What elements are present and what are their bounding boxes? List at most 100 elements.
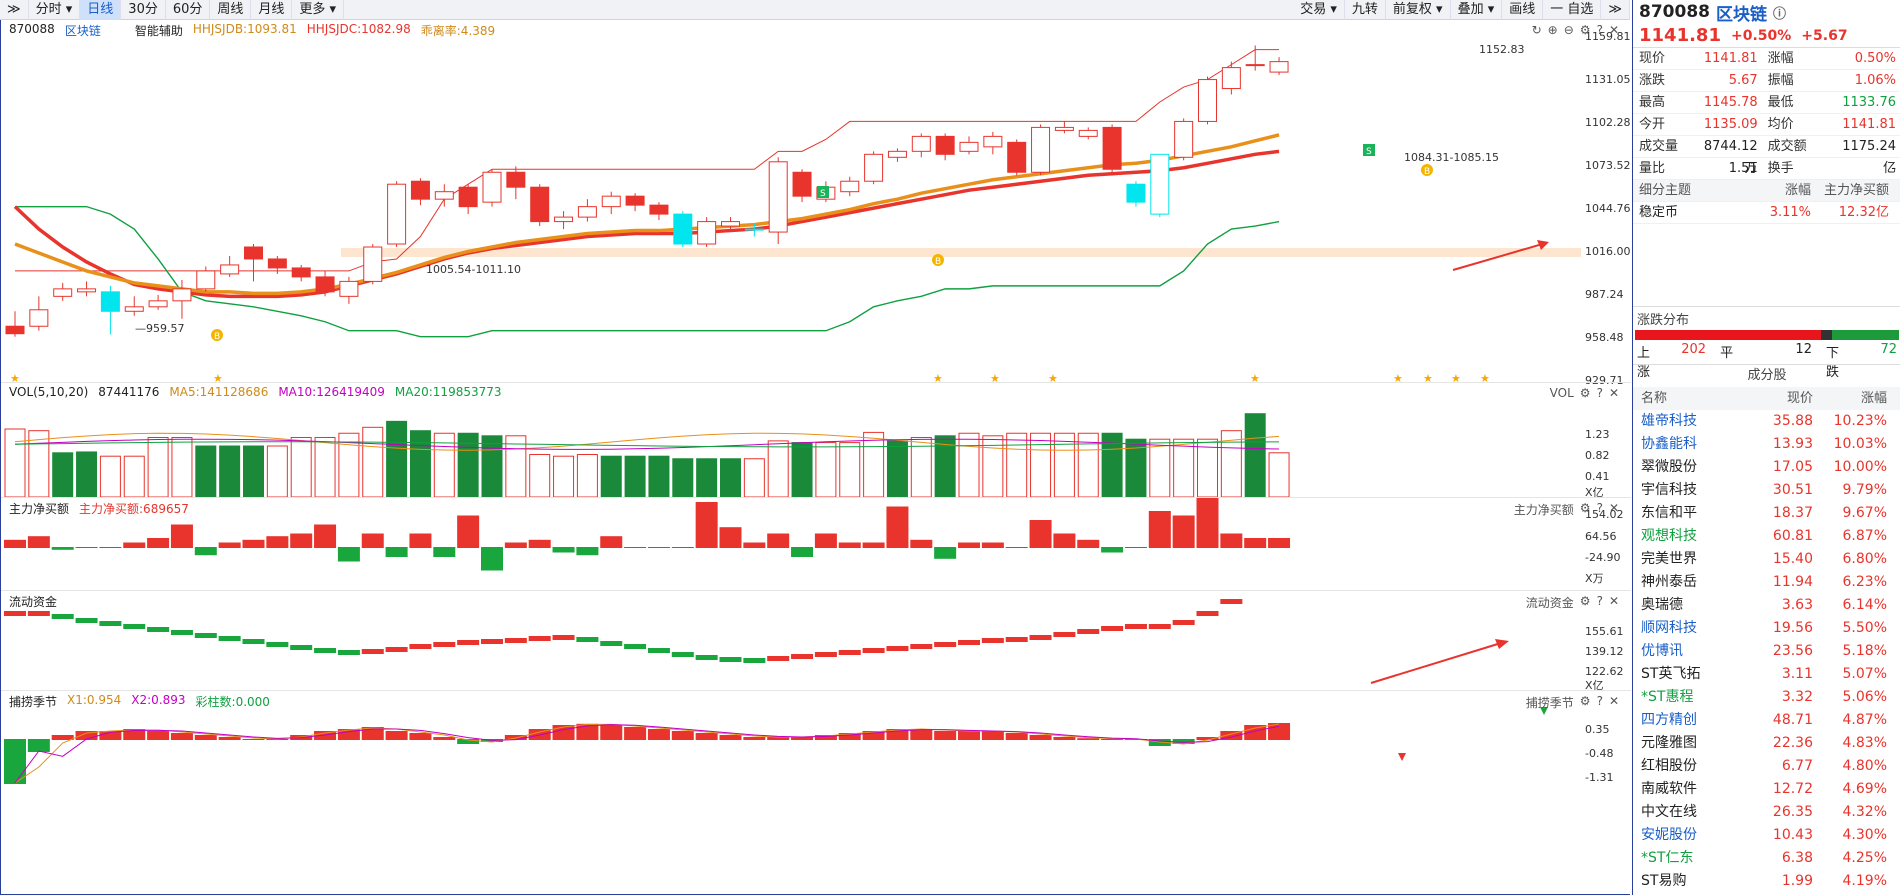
cons-row[interactable]: 协鑫能科 13.93 10.03% xyxy=(1633,433,1900,456)
cons-row[interactable]: ST易购 1.99 4.19% xyxy=(1633,870,1900,893)
candle-body[interactable] xyxy=(196,270,216,290)
tab-more[interactable]: 更多 ▾ xyxy=(292,0,345,20)
candle-body[interactable] xyxy=(625,195,645,206)
zoom-in-icon[interactable]: ⊕ xyxy=(1547,23,1558,37)
candle-body[interactable] xyxy=(77,288,97,293)
cons-row[interactable]: 东信和平 18.37 9.67% xyxy=(1633,502,1900,525)
candle-body[interactable] xyxy=(434,191,454,200)
candle-body[interactable] xyxy=(53,288,73,297)
gear-icon[interactable]: ⚙ xyxy=(1579,386,1591,400)
candle-body[interactable] xyxy=(458,186,478,208)
expand-icon[interactable]: ≫ xyxy=(0,0,29,20)
candle-body[interactable] xyxy=(697,221,717,245)
help-icon[interactable]: ? xyxy=(1596,594,1603,608)
candle-body[interactable] xyxy=(410,180,430,200)
overlay-button[interactable]: 叠加 ▾ xyxy=(1451,0,1503,20)
candle-body[interactable] xyxy=(387,183,407,245)
tab-60min[interactable]: 60分 xyxy=(166,0,211,20)
candle-body[interactable] xyxy=(1174,120,1194,158)
candle-body[interactable] xyxy=(124,306,144,312)
collapse-icon[interactable]: ≫ xyxy=(1601,0,1630,20)
candle-body[interactable] xyxy=(1102,126,1122,170)
candle-body[interactable] xyxy=(601,195,621,208)
close-icon[interactable]: ✕ xyxy=(1608,386,1619,400)
cons-row[interactable]: 雄帝科技 35.88 10.23% xyxy=(1633,410,1900,433)
candle-body[interactable] xyxy=(5,325,25,335)
candle-body[interactable] xyxy=(1221,67,1241,90)
cons-row[interactable]: 红相股份 6.77 4.80% xyxy=(1633,755,1900,778)
candle-body[interactable] xyxy=(744,228,764,231)
help-icon[interactable]: ? xyxy=(1596,386,1603,400)
close-icon[interactable]: ✕ xyxy=(1608,23,1619,37)
info-icon[interactable]: ⓘ xyxy=(1772,6,1786,22)
candle-body[interactable] xyxy=(1269,61,1289,73)
candle-body[interactable] xyxy=(721,221,740,227)
cons-row[interactable]: 奥瑞德 3.63 6.14% xyxy=(1633,594,1900,617)
cons-row[interactable]: 顺网科技 19.56 5.50% xyxy=(1633,617,1900,640)
zoom-out-icon[interactable]: ⊖ xyxy=(1563,23,1574,37)
gear-icon[interactable]: ⚙ xyxy=(1579,23,1591,37)
close-icon[interactable]: ✕ xyxy=(1608,501,1619,515)
close-icon[interactable]: ✕ xyxy=(1608,594,1619,608)
chart-name[interactable]: 区块链 xyxy=(64,24,101,38)
candle-body[interactable] xyxy=(983,135,1003,148)
cons-row[interactable]: 优博讯 23.56 5.18% xyxy=(1633,640,1900,663)
tab-weekly[interactable]: 周线 xyxy=(210,0,252,20)
candle-body[interactable] xyxy=(840,180,860,193)
candle-body[interactable] xyxy=(792,171,812,197)
tab-daily[interactable]: 日线 xyxy=(80,0,122,20)
candle-body[interactable] xyxy=(935,135,955,155)
refresh-icon[interactable]: ↻ xyxy=(1531,23,1542,37)
candle-body[interactable] xyxy=(768,161,788,233)
tab-30min[interactable]: 30分 xyxy=(121,0,166,20)
candle-body[interactable] xyxy=(1245,64,1265,67)
cons-row[interactable]: ST英飞拓 3.11 5.07% xyxy=(1633,663,1900,686)
candle-body[interactable] xyxy=(291,267,311,278)
chart-area[interactable]: 870088 区块链 智能辅助 HHJSJDB:1093.81 HHJSJDC:… xyxy=(0,20,1631,895)
candle-body[interactable] xyxy=(1031,126,1051,173)
aux-toggle[interactable]: 智能辅助 xyxy=(134,24,183,38)
cons-row[interactable]: *ST惠程 3.32 5.06% xyxy=(1633,686,1900,709)
cons-row[interactable]: 神州泰岳 11.94 6.23% xyxy=(1633,571,1900,594)
candle-body[interactable] xyxy=(29,309,49,327)
cons-row[interactable]: 翠微股份 17.05 10.00% xyxy=(1633,456,1900,479)
candle-body[interactable] xyxy=(1126,183,1146,203)
candle-body[interactable] xyxy=(315,276,335,293)
close-icon[interactable]: ✕ xyxy=(1608,694,1619,708)
candle-body[interactable] xyxy=(339,280,359,297)
help-icon[interactable]: ? xyxy=(1596,23,1603,37)
cons-row[interactable]: *ST仁东 6.38 4.25% xyxy=(1633,847,1900,870)
trade-button[interactable]: 交易 ▾ xyxy=(1293,0,1345,20)
candle-body[interactable] xyxy=(1150,153,1170,215)
gear-icon[interactable]: ⚙ xyxy=(1579,594,1591,608)
cons-row[interactable]: 观想科技 60.81 6.87% xyxy=(1633,525,1900,548)
candle-body[interactable] xyxy=(1078,129,1098,137)
nine-turn-button[interactable]: 九转 xyxy=(1345,0,1386,20)
candlestick-chart[interactable]: 1152.83 —959.57 1005.54-1011.10 1084.31-108… xyxy=(1,20,1581,382)
cons-col-price[interactable]: 现价 xyxy=(1786,391,1813,406)
candle-body[interactable] xyxy=(530,186,550,223)
gear-icon[interactable]: ⚙ xyxy=(1579,694,1591,708)
cons-row[interactable]: 完美世界 15.40 6.80% xyxy=(1633,548,1900,571)
candle-body[interactable] xyxy=(1054,126,1074,131)
help-icon[interactable]: ? xyxy=(1596,501,1603,515)
candle-body[interactable] xyxy=(1198,79,1217,122)
adjust-button[interactable]: 前复权 ▾ xyxy=(1386,0,1451,20)
candle-body[interactable] xyxy=(172,288,192,302)
tab-timeshare[interactable]: 分时 ▾ xyxy=(29,0,81,20)
cons-col-name[interactable]: 名称 xyxy=(1641,391,1668,406)
gear-icon[interactable]: ⚙ xyxy=(1579,501,1591,515)
candle-body[interactable] xyxy=(482,171,502,203)
cons-row[interactable]: 中文在线 26.35 4.32% xyxy=(1633,801,1900,824)
draw-button[interactable]: 画线 xyxy=(1502,0,1544,20)
candle-body[interactable] xyxy=(1007,141,1027,173)
tab-monthly[interactable]: 月线 xyxy=(251,0,293,20)
cons-row[interactable]: 南威软件 12.72 4.69% xyxy=(1633,778,1900,801)
candle-body[interactable] xyxy=(244,246,263,260)
candle-body[interactable] xyxy=(554,216,574,223)
quote-name[interactable]: 区块链 xyxy=(1715,4,1767,25)
candle-body[interactable] xyxy=(673,213,693,245)
candle-body[interactable] xyxy=(363,246,383,282)
cons-row[interactable]: 宇信科技 30.51 9.79% xyxy=(1633,479,1900,502)
candle-body[interactable] xyxy=(148,300,168,308)
